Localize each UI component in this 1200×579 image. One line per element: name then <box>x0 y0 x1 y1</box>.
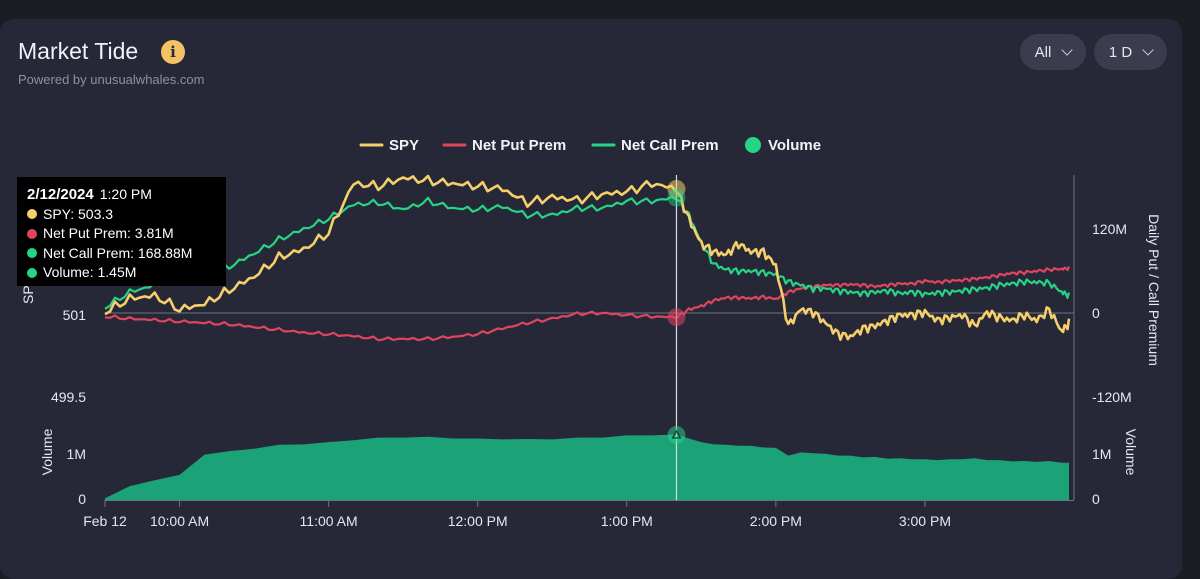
tooltip-series-dot <box>27 209 37 220</box>
price-lines-layer <box>104 174 1071 342</box>
x-axis-tick-label: Feb 12 <box>83 513 127 529</box>
page-title: Market Tide <box>18 38 139 64</box>
series-line-net-put-prem <box>104 266 1071 342</box>
series-line-spy <box>104 174 1071 341</box>
legend-label: Net Call Prem <box>621 137 719 154</box>
legend-item: Net Call Prem <box>591 137 719 154</box>
series-area-volume <box>105 434 1070 500</box>
left-axis-tick-label: 501 <box>63 307 87 323</box>
volume-area-layer <box>105 434 1070 500</box>
x-axis-tick-label: 2:00 PM <box>750 513 802 529</box>
tooltip-row-label: Net Call Prem: 168.88M <box>43 244 193 261</box>
crosshair-marker-put <box>667 308 686 327</box>
filter-dropdown[interactable]: All <box>1020 34 1086 70</box>
crosshair <box>667 175 686 500</box>
tooltip-row: SPY: 503.3 <box>27 205 216 225</box>
tooltip-date: 2/12/2024 <box>27 186 94 203</box>
volume-right-tick-label: 0 <box>1092 491 1100 507</box>
x-axis-tick-label: 12:00 PM <box>448 513 508 529</box>
legend-label: SPY <box>389 137 419 154</box>
tooltip-series-dot <box>27 248 37 259</box>
range-dropdown-label: 1 D <box>1108 43 1133 61</box>
chart-legend: SPY Net Put Prem Net Call Prem Volume <box>359 137 821 154</box>
legend-item: Volume <box>745 137 821 154</box>
crosshair-marker-call <box>667 188 686 207</box>
right-axis-title: Daily Put / Call Premium <box>1146 214 1162 366</box>
tooltip-row: Net Put Prem: 3.81M <box>27 224 216 244</box>
volume-right-axis-title: Volume <box>1123 429 1139 476</box>
volume-left-axis-title: Volume <box>39 428 55 475</box>
tooltip-series-dot <box>27 267 37 278</box>
volume-right-tick-label: 1M <box>1092 446 1111 462</box>
crosshair-volume-triangle-icon <box>671 429 682 439</box>
volume-left-tick-label: 0 <box>78 491 86 507</box>
tooltip-time: 1:20 PM <box>99 186 152 202</box>
legend-item: SPY <box>359 137 419 154</box>
x-axis-tick-label: 11:00 AM <box>300 513 358 529</box>
x-axis-tick-label: 3:00 PM <box>899 513 951 529</box>
x-axis-tick-label: 10:00 AM <box>150 513 209 529</box>
chart-tooltip: 2/12/2024 1:20 PM SPY: 503.3 Net Put Prem… <box>17 177 226 286</box>
tooltip-row-label: Volume: 1.45M <box>43 264 137 280</box>
tooltip-row-label: Net Put Prem: 3.81M <box>43 225 174 241</box>
tooltip-row: Net Call Prem: 168.88M <box>27 244 216 264</box>
right-axis-tick-label: 120M <box>1092 221 1127 237</box>
info-icon[interactable]: i <box>161 40 185 64</box>
range-dropdown[interactable]: 1 D <box>1094 34 1167 70</box>
legend-label: Net Put Prem <box>472 137 566 154</box>
powered-by-text: Powered by unusualwhales.com <box>18 72 205 87</box>
legend-label: Volume <box>768 137 821 154</box>
tooltip-series-dot <box>27 228 37 239</box>
legend-dot-marker <box>745 137 761 153</box>
right-axis-tick-label: 0 <box>1092 305 1100 321</box>
series-line-net-call-prem <box>104 195 1071 310</box>
right-axis-tick-label: -120M <box>1092 389 1132 405</box>
tooltip-row: Volume: 1.45M <box>27 263 216 283</box>
x-axis-tick-label: 1:00 PM <box>601 513 653 529</box>
filter-dropdown-label: All <box>1034 43 1052 61</box>
legend-item: Net Put Prem <box>442 137 566 154</box>
volume-left-tick-label: 1M <box>67 446 86 462</box>
tooltip-row-label: SPY: 503.3 <box>43 205 114 222</box>
left-axis-tick-label: 499.5 <box>51 389 86 405</box>
crosshair-marker-spy <box>667 179 686 198</box>
crosshair-marker-volume <box>667 425 686 444</box>
